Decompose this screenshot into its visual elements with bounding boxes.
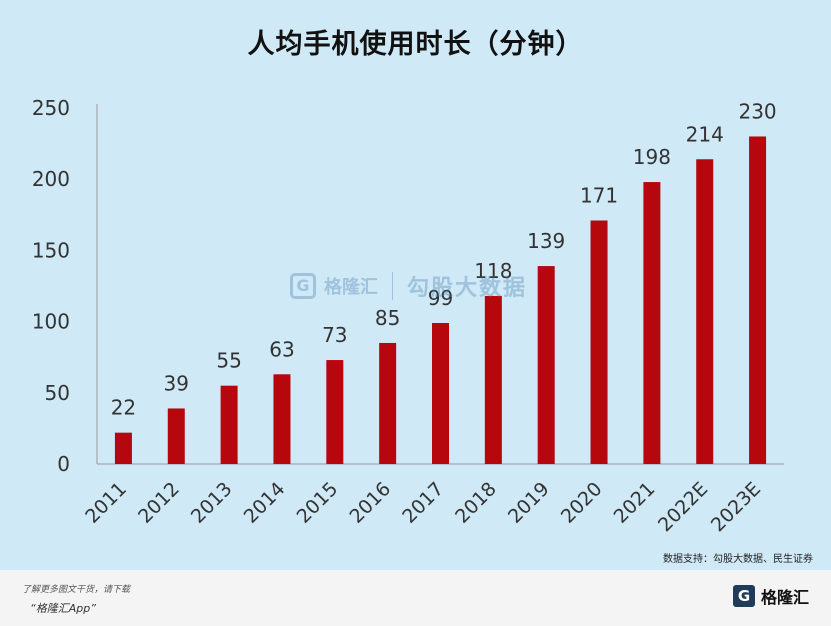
- bar-value-label: 118: [474, 259, 512, 283]
- bar: [114, 432, 132, 464]
- x-tick-label: 2015: [293, 478, 343, 528]
- bar: [749, 136, 767, 465]
- bar-value-label: 73: [322, 323, 347, 347]
- bar-value-label: 230: [738, 99, 776, 123]
- y-tick-label: 100: [32, 310, 70, 334]
- brand-name: 格隆汇: [760, 588, 809, 607]
- bar-value-label: 171: [580, 183, 618, 207]
- bar-value-label: 55: [216, 349, 241, 373]
- x-tick-label: 2011: [81, 478, 131, 528]
- footer-promo: 了解更多图文干货，请下载: [22, 585, 131, 595]
- source-note: 数据支持：勾股大数据、民生证券: [663, 554, 813, 565]
- bar: [643, 182, 661, 464]
- x-tick-label: 2022E: [654, 478, 712, 536]
- y-tick-label: 200: [32, 167, 70, 191]
- y-tick-label: 250: [32, 96, 70, 120]
- x-tick-label: 2016: [345, 478, 395, 528]
- bar-value-label: 99: [428, 286, 453, 310]
- bar: [537, 266, 555, 464]
- footer-brand: G 格隆汇: [732, 584, 809, 608]
- x-tick-label: 2012: [134, 478, 184, 528]
- bar: [326, 360, 344, 464]
- brand-logo-icon: G: [732, 585, 755, 607]
- y-tick-label: 0: [57, 452, 70, 476]
- bar-value-label: 198: [633, 145, 671, 169]
- bar-value-label: 139: [527, 229, 565, 253]
- x-tick-label: 2017: [398, 478, 448, 528]
- x-tick-label: 2019: [504, 478, 554, 528]
- x-tick-label: 2020: [557, 478, 607, 528]
- y-tick-label: 50: [45, 381, 70, 405]
- bar-chart: 0 50 100 150 200 250 22 2011 39 2012 55 2013 63 2014 7…: [32, 96, 784, 536]
- bar-value-label: 22: [111, 396, 136, 420]
- x-tick-label: 2021: [610, 478, 660, 528]
- x-tick-label: 2013: [187, 478, 237, 528]
- bar: [484, 295, 502, 464]
- x-tick-label: 2018: [451, 478, 501, 528]
- y-tick-label: 150: [32, 238, 70, 262]
- bar-value-label: 214: [686, 122, 724, 146]
- bar: [167, 408, 185, 464]
- x-tick-label: 2014: [240, 478, 290, 528]
- bar-value-label: 63: [269, 337, 294, 361]
- bar-value-label: 85: [375, 306, 400, 330]
- footer: 了解更多图文干货，请下载 “格隆汇App” G 格隆汇: [0, 570, 831, 626]
- x-tick-label: 2023E: [707, 478, 765, 536]
- bar: [379, 342, 397, 464]
- bar: [696, 159, 714, 464]
- bar: [432, 323, 449, 464]
- bar: [220, 385, 238, 464]
- bar: [273, 374, 291, 464]
- bar-value-label: 39: [164, 371, 189, 395]
- bar: [590, 220, 608, 464]
- chart-title: 人均手机使用时长（分钟）: [247, 29, 584, 60]
- footer-app-name: “格隆汇App”: [30, 602, 96, 615]
